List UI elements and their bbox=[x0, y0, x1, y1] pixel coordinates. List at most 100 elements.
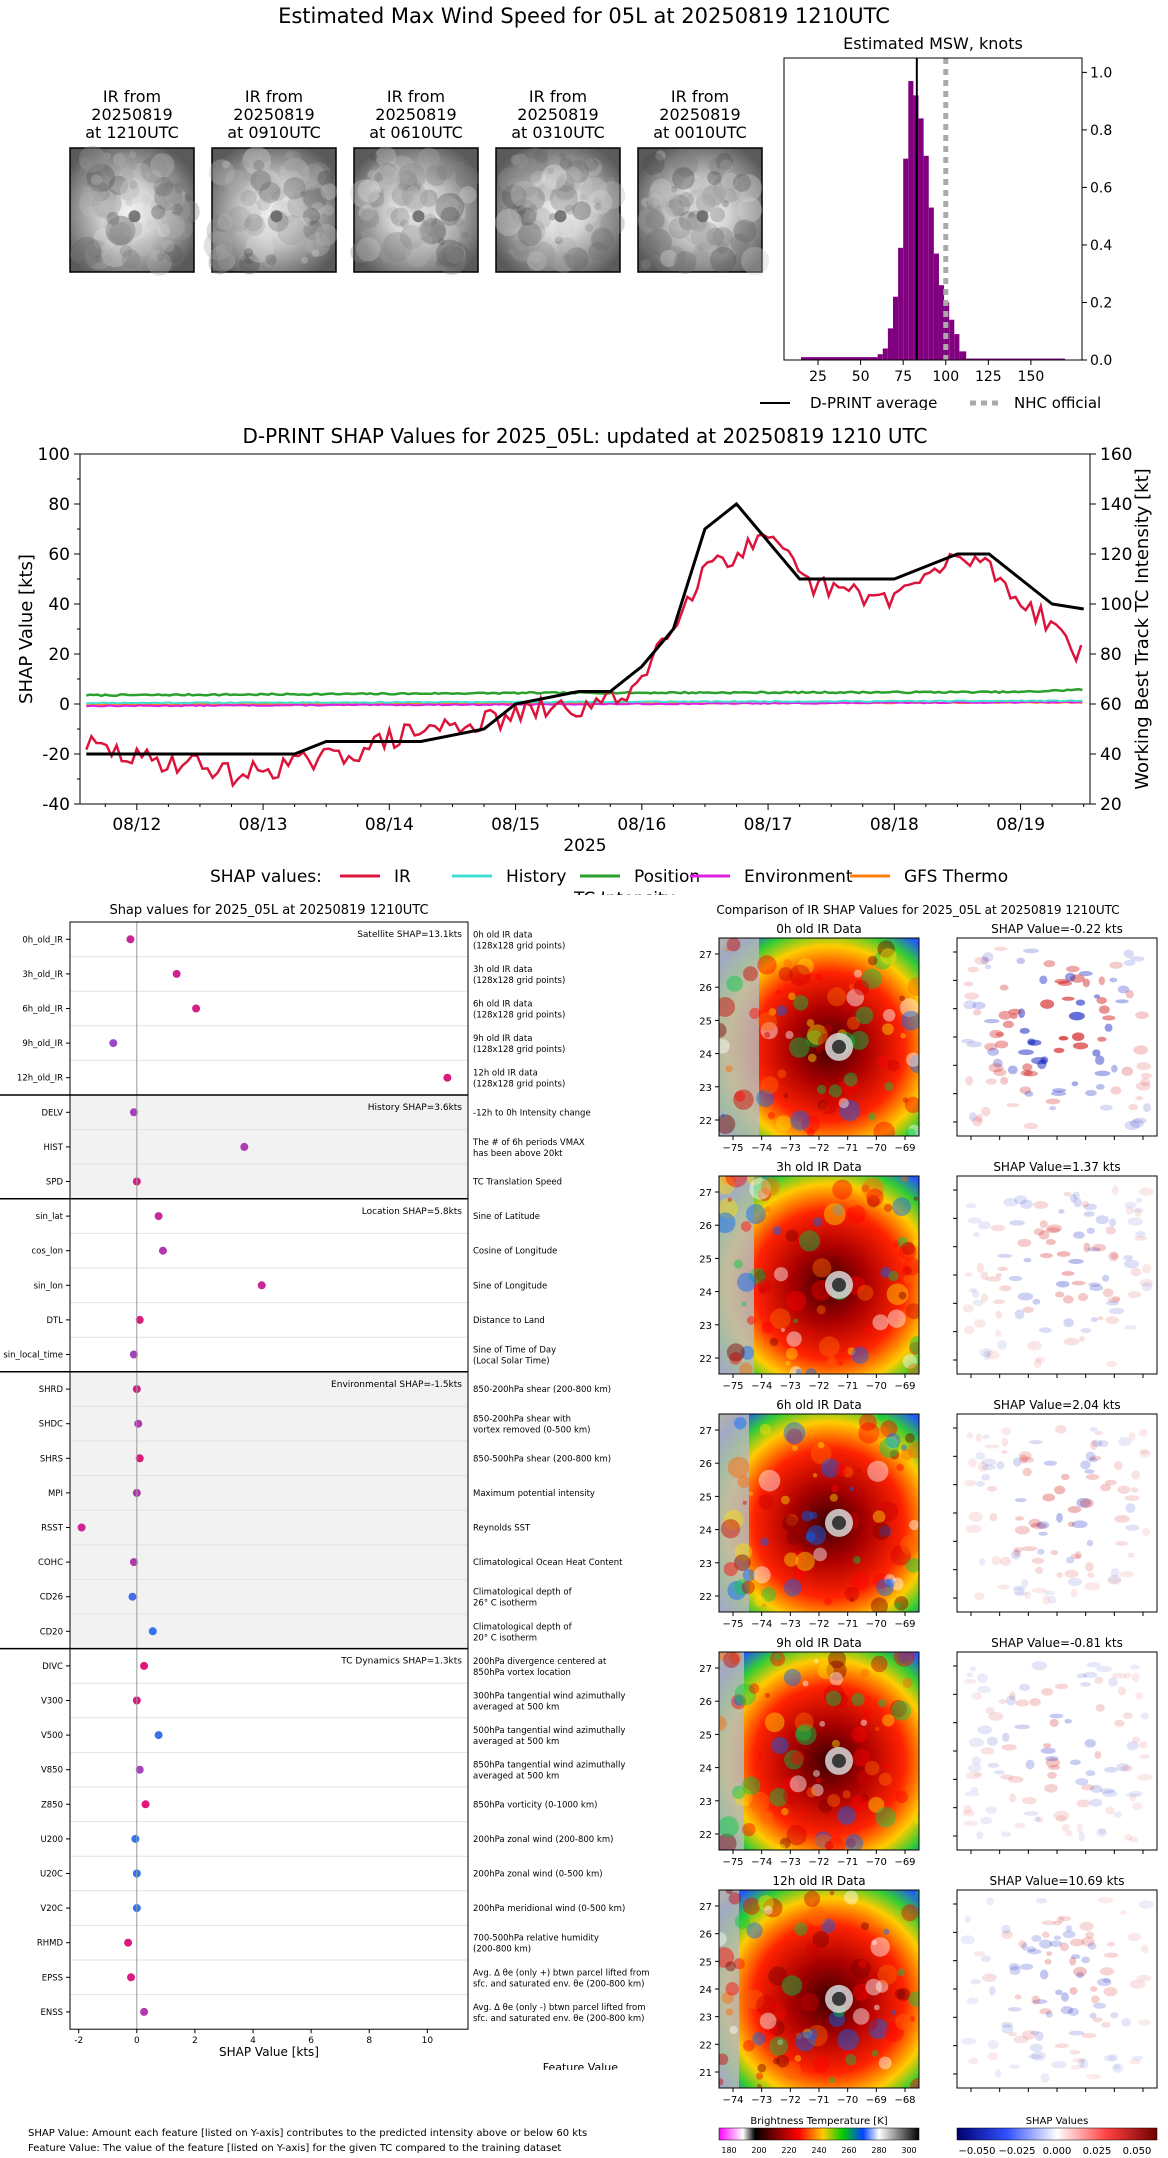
thumbnail-cloud-texture bbox=[412, 180, 421, 189]
ir-cold-region bbox=[719, 1176, 754, 1374]
shap-map-blob bbox=[1106, 1360, 1118, 1367]
shap-map-blob bbox=[1085, 1562, 1094, 1572]
shap-map-blob bbox=[999, 1556, 1012, 1566]
thumbnail-cloud-texture bbox=[522, 183, 537, 198]
ts-y-tick-label: 60 bbox=[48, 545, 70, 565]
ir-panel-group bbox=[719, 1176, 919, 1374]
ir-texture bbox=[876, 1426, 889, 1439]
thumbnail-cloud-texture bbox=[732, 173, 751, 192]
thumbnail-cloud-texture bbox=[360, 230, 368, 238]
shap-map-blob bbox=[1059, 1942, 1069, 1952]
shap-map-blob bbox=[977, 1461, 988, 1472]
shap-map-blob bbox=[964, 1791, 980, 1797]
ir-texture bbox=[909, 1335, 919, 1355]
thumbnail-cloud-texture bbox=[375, 146, 397, 168]
shap-map-blob bbox=[1041, 1920, 1056, 1926]
ir-texture bbox=[845, 2054, 857, 2066]
ir-texture bbox=[745, 1204, 766, 1225]
thumbnail-cloud-texture bbox=[104, 160, 121, 178]
shap-map-blob bbox=[1117, 1485, 1131, 1494]
shap-map-blob bbox=[1020, 1456, 1034, 1463]
shap-map-blob bbox=[1102, 1288, 1114, 1298]
msw-y-tick-label: 0.2 bbox=[1090, 295, 1112, 311]
msw-histogram-bar bbox=[944, 302, 950, 360]
feature-name-label: HIST bbox=[44, 1143, 64, 1153]
shap-map-blob bbox=[1099, 1967, 1115, 1976]
thumbnail-cloud-texture bbox=[702, 240, 715, 252]
shap-map-blob bbox=[1071, 1081, 1079, 1087]
ir-y-tick-label: 25 bbox=[699, 1492, 712, 1503]
shap-map-blob bbox=[1098, 1005, 1110, 1014]
msw-histogram-bar bbox=[801, 357, 878, 360]
ir-texture bbox=[790, 1110, 811, 1131]
thumbnail-cloud-texture bbox=[100, 238, 129, 268]
shap-map-blob bbox=[1097, 1316, 1104, 1321]
shap-map-blob bbox=[1129, 2059, 1141, 2065]
timeseries-plot-area bbox=[85, 501, 1084, 789]
footnote-shap: SHAP Value: Amount each feature [listed … bbox=[28, 2128, 588, 2139]
thumbnail-cloud-texture bbox=[154, 182, 183, 211]
shap-map-blob bbox=[1008, 1963, 1020, 1971]
msw-x-tick-label: 125 bbox=[975, 369, 1002, 385]
shap-map-blob bbox=[1014, 1516, 1025, 1521]
shap-map-blob bbox=[967, 966, 979, 973]
ir-texture bbox=[906, 1363, 919, 1374]
feature-description: 200hPa divergence centered at bbox=[473, 1657, 607, 1667]
ir-texture bbox=[726, 975, 743, 992]
ir-texture bbox=[749, 1268, 766, 1285]
thumbnail-cloud-texture bbox=[391, 183, 415, 207]
thumbnail-cloud-texture bbox=[730, 233, 750, 253]
shap-map-blob bbox=[1112, 1185, 1119, 1196]
shap-map-blob bbox=[986, 1897, 994, 1906]
feature-name-label: 3h_old_IR bbox=[22, 970, 63, 980]
ir-y-tick-label: 23 bbox=[699, 1559, 712, 1570]
thumbnail-cloud-texture bbox=[510, 199, 538, 226]
ir-x-tick-label: −73 bbox=[780, 1143, 801, 1154]
shap-map-blob bbox=[1088, 1282, 1101, 1287]
ir-texture bbox=[754, 1269, 767, 1282]
shap-map-blob bbox=[1000, 1427, 1012, 1436]
shap-map-blob bbox=[1124, 1834, 1133, 1841]
ir-texture bbox=[725, 1890, 734, 1894]
ir-texture bbox=[883, 1928, 890, 1935]
ir-panel-title: 0h old IR Data bbox=[776, 922, 862, 936]
shap-map-blob bbox=[966, 1432, 974, 1439]
thumbnail-cloud-texture bbox=[533, 149, 548, 164]
shap-map-blob bbox=[1028, 2054, 1043, 2060]
shap-map-blob bbox=[1014, 1195, 1028, 1205]
shap-map-blob bbox=[1000, 1076, 1009, 1085]
shap-map-blob bbox=[985, 1276, 1002, 1282]
ir-texture bbox=[809, 1511, 818, 1520]
ir-texture bbox=[733, 1695, 745, 1706]
feature-description: 200hPa zonal wind (200-800 km) bbox=[473, 1835, 613, 1845]
shap-map-blob bbox=[1045, 1098, 1061, 1105]
legend-label-tc: TC Intensity bbox=[573, 889, 675, 895]
shap-map-blob bbox=[1067, 1521, 1075, 1528]
thumbnail-cloud-texture bbox=[710, 246, 737, 274]
ir-texture bbox=[788, 1037, 810, 1058]
ir-eye-core bbox=[832, 1039, 846, 1054]
ir-texture bbox=[823, 1597, 832, 1606]
ir-texture bbox=[785, 1290, 807, 1312]
shap-map-blob bbox=[1095, 1704, 1105, 1712]
ir-texture bbox=[797, 958, 814, 975]
ir-texture bbox=[872, 1510, 886, 1523]
ir-cold-region bbox=[719, 1414, 749, 1612]
feature-description: Avg. Δ θe (only -) btwn parcel lifted fr… bbox=[473, 2003, 646, 2013]
ir-texture bbox=[733, 1578, 751, 1596]
shap-map-blob bbox=[1086, 1539, 1094, 1547]
thumbnail-cloud-texture bbox=[734, 230, 748, 244]
feature-description: averaged at 500 km bbox=[473, 1772, 559, 1782]
shap-map-blob bbox=[998, 1010, 1012, 1020]
feature-description: (128x128 grid points) bbox=[473, 1045, 565, 1055]
ir-texture bbox=[897, 1236, 909, 1248]
ir-texture bbox=[798, 1230, 821, 1252]
thumbnail-cloud-texture bbox=[129, 162, 137, 171]
thumbnail-cloud-texture bbox=[242, 146, 272, 175]
thumbnail-cloud-texture bbox=[511, 243, 530, 262]
shap-map-blob bbox=[1097, 1036, 1107, 1042]
shap-map-blob bbox=[964, 1325, 975, 1335]
ir-texture bbox=[849, 1486, 854, 1492]
ir-texture bbox=[767, 1111, 776, 1120]
shap-map-blob bbox=[1043, 1460, 1058, 1466]
